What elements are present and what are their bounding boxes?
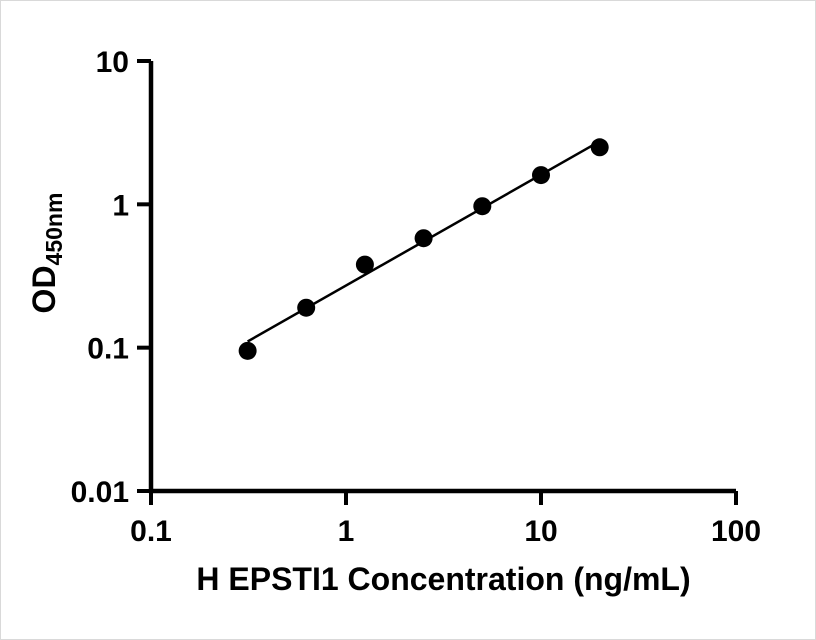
x-axis-tick-label: 1 bbox=[338, 515, 355, 548]
y-axis-tick-label: 1 bbox=[112, 189, 129, 222]
data-point bbox=[414, 229, 433, 248]
data-point bbox=[532, 166, 550, 185]
data-point bbox=[473, 197, 492, 216]
x-axis-tick-label: 0.1 bbox=[130, 515, 172, 548]
y-axis-label-main: OD bbox=[26, 265, 62, 314]
x-axis-tick-label: 10 bbox=[524, 515, 557, 548]
y-axis-tick-label: 0.01 bbox=[71, 476, 129, 509]
y-axis-tick-label: 0.1 bbox=[87, 333, 129, 366]
data-point bbox=[238, 341, 257, 360]
data-point bbox=[590, 138, 609, 157]
x-axis-tick-label: 100 bbox=[711, 515, 761, 548]
y-axis-tick-label: 10 bbox=[96, 46, 129, 79]
y-axis-label-subscript: 450nm bbox=[41, 192, 67, 266]
y-axis-title: OD450nm bbox=[26, 193, 68, 314]
data-point bbox=[355, 255, 374, 274]
x-axis-title: H EPSTI1 Concentration (ng/mL) bbox=[196, 561, 691, 597]
data-point bbox=[297, 298, 316, 317]
axes-spines bbox=[148, 61, 736, 494]
